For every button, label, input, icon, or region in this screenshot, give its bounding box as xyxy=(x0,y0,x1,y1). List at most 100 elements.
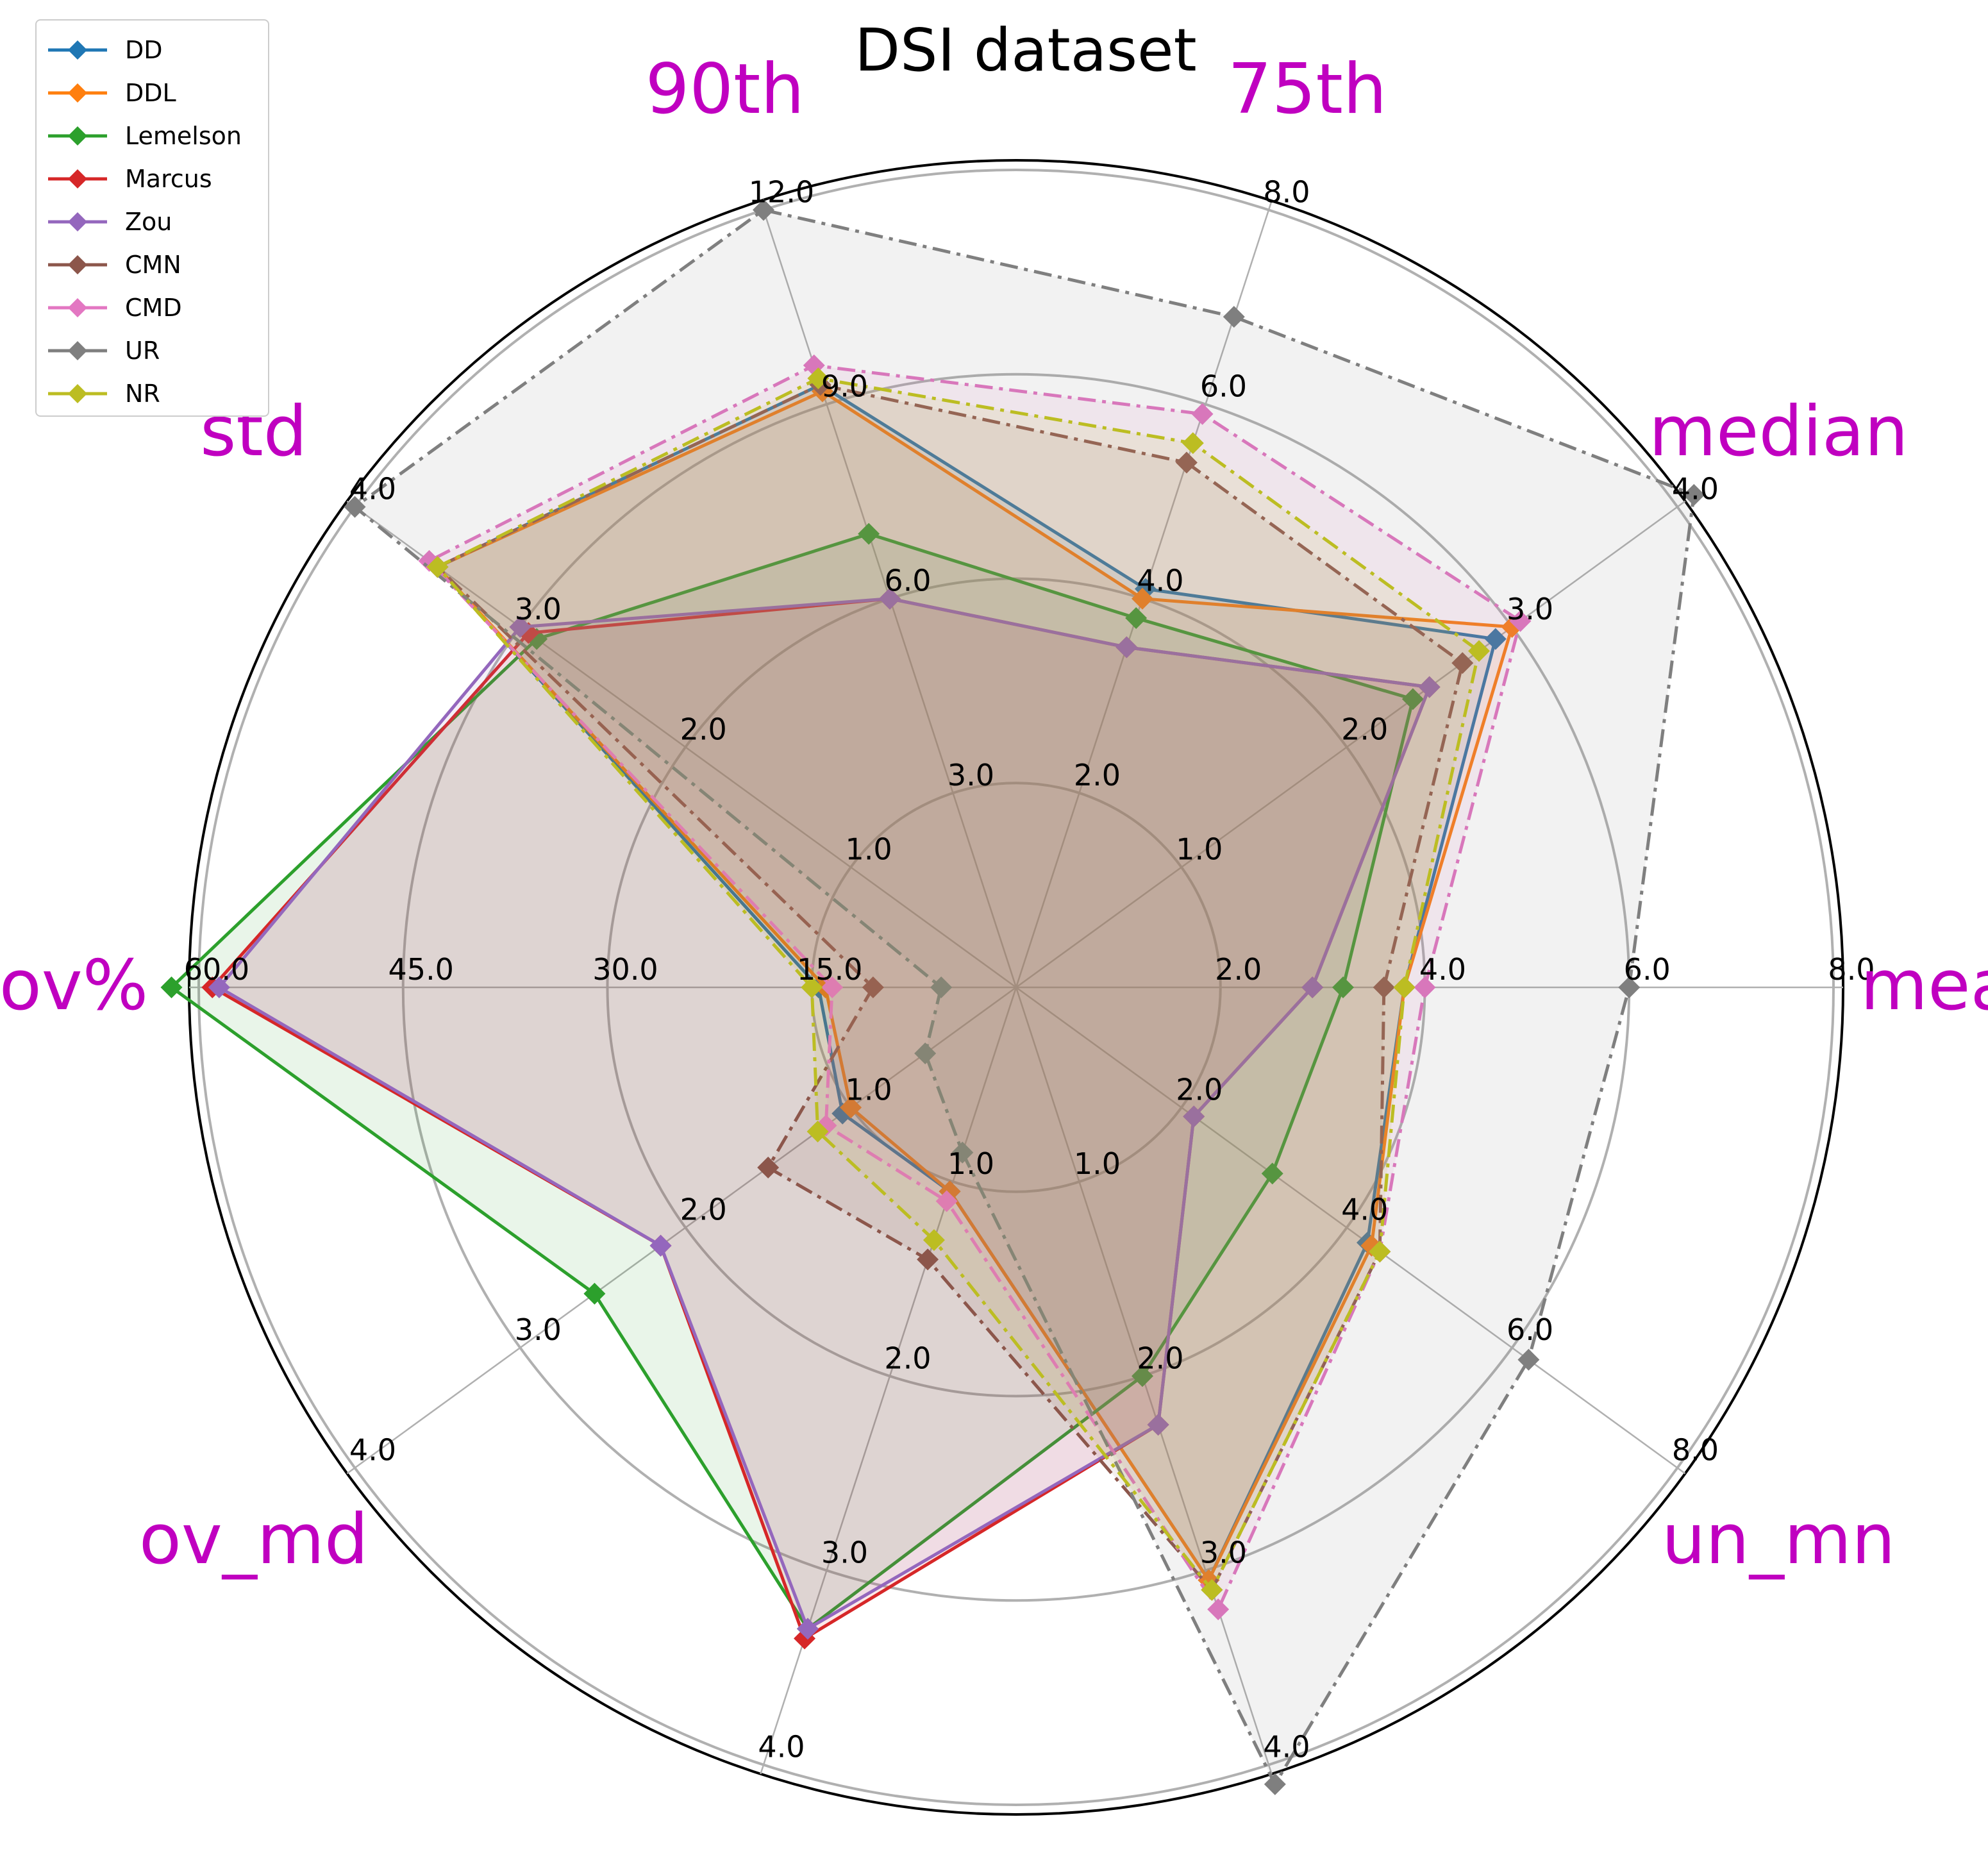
legend-swatch-zou xyxy=(48,212,107,231)
point-lemelson-ov% xyxy=(160,976,183,998)
spoke-median xyxy=(1015,500,1686,989)
tick-label-median-2: 2.0 xyxy=(1341,712,1388,746)
tick-label-mean-2: 4.0 xyxy=(1419,952,1466,987)
tick-label-ov%-1: 15.0 xyxy=(797,952,862,987)
legend-item-nr: NR xyxy=(37,374,268,413)
legend-item-ddl: DDL xyxy=(37,74,268,112)
legend-swatch-marcus xyxy=(48,169,107,188)
point-ur-90th xyxy=(753,199,775,221)
legend-swatch-cmn xyxy=(48,255,107,274)
axis-label-median: median xyxy=(1649,392,1909,472)
axis-label-mean: mean xyxy=(1860,946,1988,1026)
axis-label-ov%: ov% xyxy=(0,946,148,1026)
legend-swatch-ddl xyxy=(48,83,107,103)
point-lemelson-ov_md xyxy=(583,1282,606,1305)
point-zou-mean xyxy=(1301,976,1324,998)
point-zou-un_md xyxy=(1147,1414,1169,1436)
point-ddl-75th xyxy=(1131,587,1153,610)
tick-label-ov_md-1: 1.0 xyxy=(846,1072,892,1107)
point-cmn-median xyxy=(1451,652,1474,674)
series-nr xyxy=(426,367,1491,1601)
legend-item-cmd: CMD xyxy=(37,289,268,327)
point-nr-ov% xyxy=(801,976,823,998)
point-cmn-ov% xyxy=(862,976,884,998)
tick-label-ov_md-4: 4.0 xyxy=(349,1432,396,1467)
legend-swatch-nr xyxy=(48,384,107,403)
axis-label-90th: 90th xyxy=(646,49,805,130)
chart-title: DSI dataset xyxy=(855,16,1196,85)
point-zou-ov_mn xyxy=(796,1618,819,1640)
point-nr-un_md xyxy=(1201,1579,1223,1601)
point-zou-median xyxy=(1418,676,1441,698)
point-ur-ov_md xyxy=(914,1043,937,1065)
tick-label-un_mn-4: 8.0 xyxy=(1672,1432,1719,1467)
legend: DD DDL Lemelson Marcus Zou CMN CMD UR NR xyxy=(35,19,269,417)
point-zou-ov% xyxy=(208,976,230,998)
legend-label: UR xyxy=(125,337,160,365)
axis-label-ov_mn: ov_mn xyxy=(610,1842,840,1851)
tick-label-std-4: 4.0 xyxy=(349,472,396,507)
tick-label-un_md-1: 1.0 xyxy=(1074,1146,1121,1181)
point-nr-75th xyxy=(1182,432,1204,455)
point-cmd-mean xyxy=(1414,976,1436,998)
tick-label-un_mn-1: 2.0 xyxy=(1176,1072,1223,1107)
series-line-cmd xyxy=(426,364,1523,1613)
tick-label-mean-3: 6.0 xyxy=(1624,952,1671,987)
spoke-ov_md xyxy=(346,986,1017,1475)
point-nr-un_mn xyxy=(1369,1241,1391,1263)
tick-label-ov%-3: 45.0 xyxy=(388,952,454,987)
point-zou-75th xyxy=(1115,636,1138,658)
axis-label-ov_md: ov_md xyxy=(139,1500,369,1580)
tick-label-std-3: 3.0 xyxy=(515,592,562,626)
point-nr-ov_mn xyxy=(923,1229,945,1252)
point-lemelson-un_mn xyxy=(1261,1162,1283,1185)
point-cmd-median xyxy=(1509,610,1532,632)
point-zou-ov_md xyxy=(649,1234,672,1257)
series-line-nr xyxy=(435,376,1481,1593)
legend-label: Zou xyxy=(125,208,172,236)
tick-label-ov_mn-4: 4.0 xyxy=(758,1730,805,1764)
tick-label-std-2: 2.0 xyxy=(680,712,727,746)
legend-item-ur: UR xyxy=(37,331,268,370)
point-nr-mean xyxy=(1393,976,1416,998)
point-ur-mean xyxy=(1618,976,1641,998)
tick-label-90th-2: 6.0 xyxy=(884,564,931,598)
point-ur-ov% xyxy=(930,976,953,998)
legend-swatch-ur xyxy=(48,341,107,360)
point-lemelson-un_md xyxy=(1131,1365,1153,1387)
point-cmd-un_md xyxy=(1207,1598,1230,1621)
tick-label-75th-3: 6.0 xyxy=(1200,369,1247,404)
point-lemelson-90th xyxy=(858,523,880,545)
legend-item-zou: Zou xyxy=(37,203,268,241)
tick-label-un_md-4: 4.0 xyxy=(1263,1730,1310,1764)
series-ur xyxy=(344,199,1705,1795)
point-nr-ov_md xyxy=(806,1120,829,1143)
spoke-un_mn xyxy=(1015,986,1686,1475)
point-ur-std xyxy=(344,496,366,518)
tick-label-median-1: 1.0 xyxy=(1176,832,1223,867)
tick-label-75th-1: 2.0 xyxy=(1074,758,1121,792)
tick-label-ov_mn-3: 3.0 xyxy=(821,1535,868,1570)
tick-label-un_md-2: 2.0 xyxy=(1137,1341,1183,1375)
tick-label-mean-1: 2.0 xyxy=(1215,952,1262,987)
axis-label-75th: 75th xyxy=(1228,49,1387,130)
tick-label-ov%-4: 60.0 xyxy=(184,952,249,987)
point-dd-median xyxy=(1484,628,1507,650)
point-ddl-ov_md xyxy=(840,1096,862,1119)
tick-label-median-3: 3.0 xyxy=(1507,592,1553,626)
legend-swatch-lemelson xyxy=(48,126,107,146)
point-ur-median xyxy=(1683,483,1705,506)
legend-label: Lemelson xyxy=(125,122,242,150)
tick-label-90th-3: 9.0 xyxy=(821,369,868,404)
legend-item-dd: DD xyxy=(37,31,268,69)
tick-label-90th-4: 12.0 xyxy=(749,174,814,209)
tick-label-un_md-3: 3.0 xyxy=(1200,1535,1247,1570)
point-cmn-mean xyxy=(1373,976,1395,998)
point-cmd-ov% xyxy=(821,976,844,998)
tick-label-75th-4: 8.0 xyxy=(1263,174,1310,209)
tick-label-mean-4: 8.0 xyxy=(1828,952,1875,987)
legend-item-lemelson: Lemelson xyxy=(37,117,268,155)
point-ur-75th xyxy=(1223,306,1245,328)
legend-item-marcus: Marcus xyxy=(37,160,268,198)
